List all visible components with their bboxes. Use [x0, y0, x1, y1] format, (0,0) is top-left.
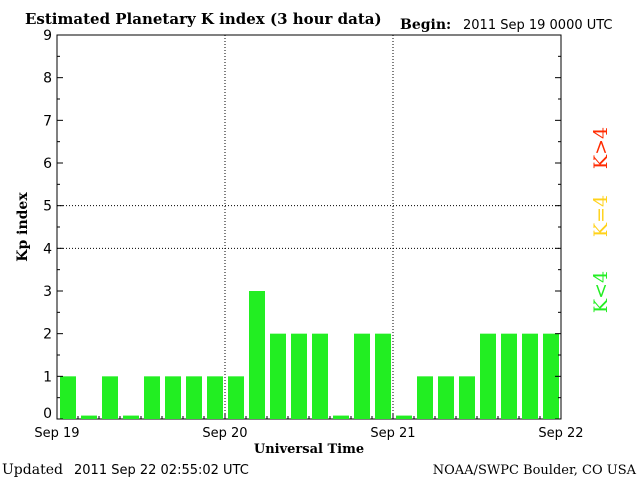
x-axis-label: Universal Time [254, 442, 364, 457]
x-axis-ticks: Sep 19 Sep 20 Sep 21 Sep 22 [34, 413, 584, 441]
y-tick-label: 2 [43, 327, 52, 343]
plot-area [56, 34, 562, 420]
kp-bar [438, 376, 454, 419]
begin-label: Begin: [400, 17, 451, 33]
kp-bar [417, 376, 433, 419]
x-tick-label: Sep 19 [34, 426, 79, 441]
kp-bar [480, 333, 496, 419]
kp-bar [228, 376, 244, 419]
updated-label: Updated [2, 462, 63, 478]
kp-bar [186, 376, 202, 419]
kp-bar [543, 333, 559, 419]
x-tick-label: Sep 22 [538, 426, 583, 441]
y-tick-label: 4 [43, 241, 52, 257]
kp-bar [522, 333, 538, 419]
kp-bar [375, 333, 391, 419]
updated-value: 2011 Sep 22 02:55:02 UTC [74, 463, 249, 478]
legend-k-less-4: K<4 [590, 271, 612, 313]
y-tick-label: 1 [43, 369, 52, 385]
y-axis-label: Kp index [15, 192, 31, 262]
y-tick-label: 3 [43, 284, 52, 300]
kp-bar [207, 376, 223, 419]
grid-lines [57, 35, 561, 419]
y-tick-label: 0 [43, 406, 52, 422]
kp-bar [249, 291, 265, 419]
y-tick-label: 8 [43, 71, 52, 87]
kp-bar [123, 415, 139, 419]
kp-bar [396, 415, 412, 419]
kp-bar [312, 333, 328, 419]
legend-k-greater-4: K>4 [590, 127, 612, 169]
kp-bar [333, 415, 349, 419]
bars [60, 291, 559, 419]
kp-bar [144, 376, 160, 419]
kp-bar [60, 376, 76, 419]
y-tick-label: 5 [43, 199, 52, 215]
y-tick-label: 6 [43, 156, 52, 172]
source-credit: NOAA/SWPC Boulder, CO USA [433, 463, 637, 478]
y-tick-label: 7 [43, 113, 52, 129]
kp-bar [81, 415, 97, 419]
begin-value: 2011 Sep 19 0000 UTC [463, 18, 613, 33]
kp-bar [354, 333, 370, 419]
x-tick-label: Sep 20 [202, 426, 247, 441]
chart-title: Estimated Planetary K index (3 hour data… [25, 10, 382, 28]
kp-bar [459, 376, 475, 419]
kp-bar [291, 333, 307, 419]
legend-k-equal-4: K=4 [590, 195, 612, 237]
x-tick-label: Sep 21 [370, 426, 415, 441]
kp-bar [102, 376, 118, 419]
kp-bar [270, 333, 286, 419]
kp-bar [165, 376, 181, 419]
y-tick-label: 9 [43, 28, 52, 44]
kp-bar [501, 333, 517, 419]
y-axis-ticks: 0 1 2 3 4 5 6 7 8 9 [43, 28, 561, 422]
